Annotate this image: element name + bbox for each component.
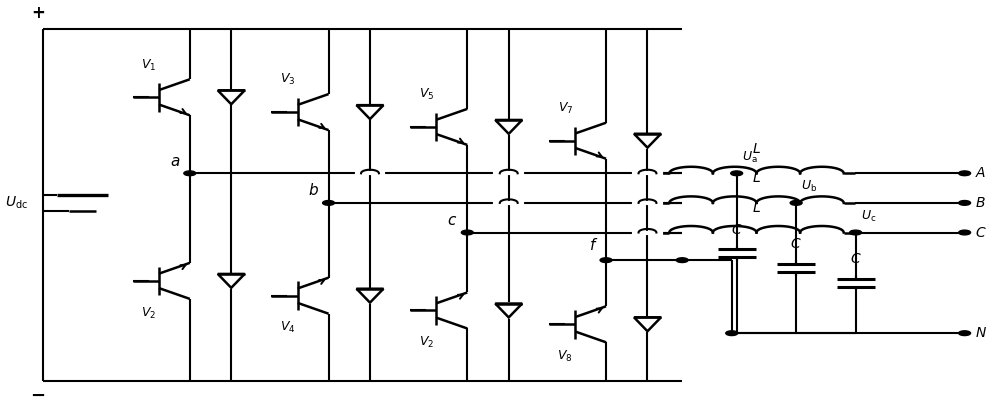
Text: $L$: $L$	[752, 142, 761, 156]
Text: $V_2$: $V_2$	[141, 306, 157, 321]
Text: $V_5$: $V_5$	[419, 87, 434, 102]
Text: $b$: $b$	[308, 182, 319, 198]
Circle shape	[959, 171, 971, 176]
Text: $V_3$: $V_3$	[280, 72, 295, 87]
Text: $C$: $C$	[790, 237, 802, 251]
Circle shape	[726, 331, 738, 335]
Text: −: −	[30, 386, 46, 404]
Text: $U_{\rm a}$: $U_{\rm a}$	[742, 149, 757, 164]
Text: $C$: $C$	[850, 252, 861, 266]
Circle shape	[676, 258, 688, 262]
Text: $V_2$: $V_2$	[419, 335, 434, 350]
Text: $L$: $L$	[752, 171, 761, 185]
Text: $c$: $c$	[447, 214, 457, 228]
Text: $B$: $B$	[975, 196, 985, 210]
Circle shape	[600, 258, 612, 262]
Text: $V_4$: $V_4$	[280, 320, 295, 335]
Text: $V_1$: $V_1$	[141, 58, 157, 73]
Text: $a$: $a$	[170, 155, 180, 169]
Text: $V_7$: $V_7$	[558, 101, 573, 116]
Circle shape	[959, 230, 971, 235]
Circle shape	[461, 230, 473, 235]
Text: $N$: $N$	[975, 326, 987, 340]
Text: $U_{\rm b}$: $U_{\rm b}$	[801, 179, 817, 194]
Text: $A$: $A$	[975, 166, 986, 180]
Circle shape	[323, 200, 334, 205]
Circle shape	[184, 171, 196, 176]
Text: $L$: $L$	[752, 201, 761, 215]
Text: $U_{\rm c}$: $U_{\rm c}$	[861, 209, 876, 224]
Text: $C$: $C$	[975, 226, 986, 239]
Circle shape	[959, 200, 971, 205]
Text: $C$: $C$	[731, 223, 742, 237]
Text: $U_{\rm dc}$: $U_{\rm dc}$	[5, 195, 28, 211]
Text: $f$: $f$	[589, 237, 598, 253]
Circle shape	[959, 331, 971, 335]
Circle shape	[850, 230, 862, 235]
Circle shape	[790, 200, 802, 205]
Text: +: +	[31, 4, 45, 22]
Text: $V_8$: $V_8$	[557, 349, 573, 364]
Circle shape	[731, 171, 743, 176]
